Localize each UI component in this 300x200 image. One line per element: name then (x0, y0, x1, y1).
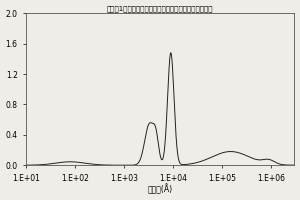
Title: 实施例1制造的锂镍锰钴复合氧化物粉末的粒孔分布曲线: 实施例1制造的锂镍锰钴复合氧化物粉末的粒孔分布曲线 (107, 6, 214, 12)
X-axis label: 孔半径(Å): 孔半径(Å) (148, 184, 173, 194)
